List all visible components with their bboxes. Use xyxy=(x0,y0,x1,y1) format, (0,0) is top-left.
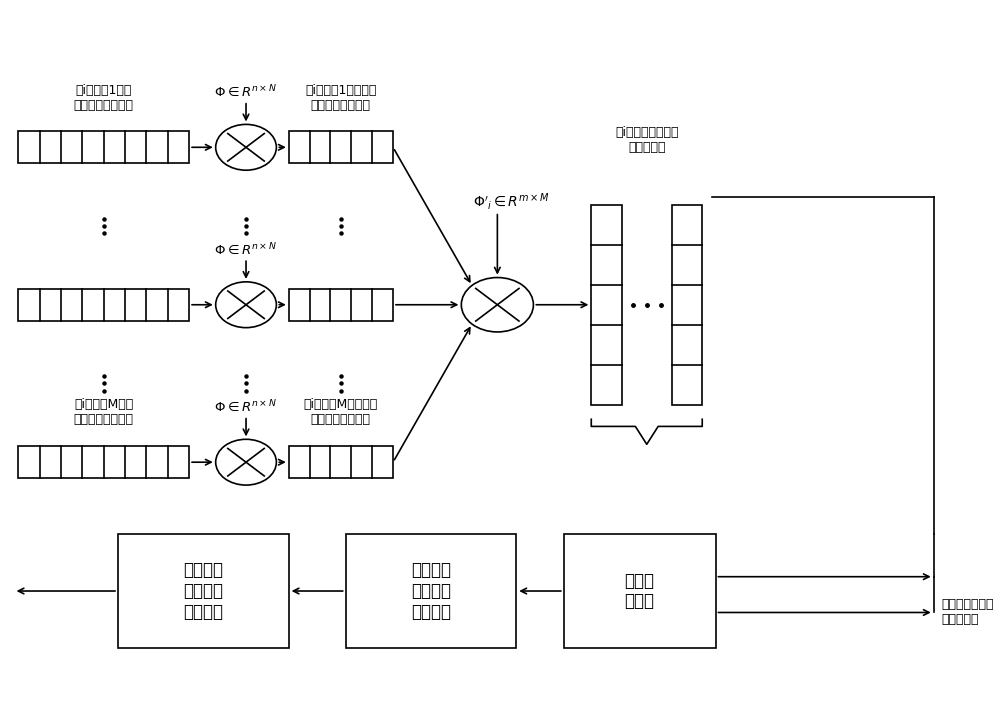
Text: $\Phi'_i\in R^{m\times M}$: $\Phi'_i\in R^{m\times M}$ xyxy=(473,190,550,211)
Circle shape xyxy=(216,125,276,170)
Text: 来自于其他簇头
节点的数据: 来自于其他簇头 节点的数据 xyxy=(941,599,994,626)
Circle shape xyxy=(216,439,276,485)
Bar xyxy=(591,205,622,405)
Bar xyxy=(346,534,516,648)
Bar xyxy=(672,205,702,405)
Circle shape xyxy=(461,277,533,332)
Text: 压缩感知
重建（空
间维度）: 压缩感知 重建（空 间维度） xyxy=(411,561,451,620)
Text: $\Phi\in R^{n\times N}$: $\Phi\in R^{n\times N}$ xyxy=(214,399,278,416)
Bar xyxy=(18,131,189,164)
Bar xyxy=(18,289,189,321)
Bar xyxy=(289,289,393,321)
Bar xyxy=(18,446,189,479)
Text: 第i个簇第M个传
感器节点原始数据: 第i个簇第M个传 感器节点原始数据 xyxy=(74,398,134,426)
Text: $\Phi\in R^{n\times N}$: $\Phi\in R^{n\times N}$ xyxy=(214,84,278,101)
Circle shape xyxy=(216,282,276,328)
Text: 第i个簇头节点的本
簇压缩数据: 第i个簇头节点的本 簇压缩数据 xyxy=(615,127,679,154)
Bar xyxy=(289,446,393,479)
Text: 第i个簇第1个传
感器节点原始数据: 第i个簇第1个传 感器节点原始数据 xyxy=(74,83,134,111)
Bar xyxy=(289,131,393,164)
Text: $\Phi\in R^{n\times N}$: $\Phi\in R^{n\times N}$ xyxy=(214,242,278,258)
Text: 线性网
络编码: 线性网 络编码 xyxy=(625,572,655,610)
Text: 压缩感知
重建（时
间维度）: 压缩感知 重建（时 间维度） xyxy=(183,561,223,620)
Bar xyxy=(118,534,289,648)
Bar xyxy=(564,534,716,648)
Text: 第i个簇第1个传感器
节点压缩采样数据: 第i个簇第1个传感器 节点压缩采样数据 xyxy=(305,83,377,111)
Text: 第i个簇第M个传感器
节点压缩采样数据: 第i个簇第M个传感器 节点压缩采样数据 xyxy=(304,398,378,426)
